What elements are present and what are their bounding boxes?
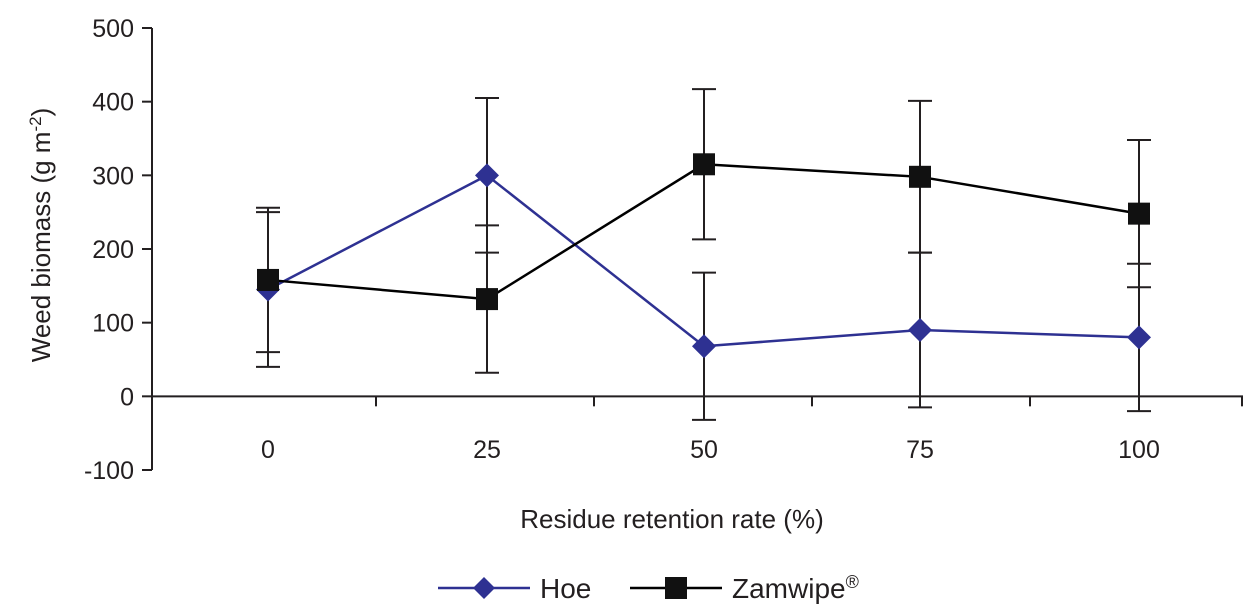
legend-marker-zamwipe xyxy=(665,577,687,599)
legend-label-zamwipe: Zamwipe® xyxy=(732,572,859,604)
y-tick-label: 100 xyxy=(92,310,134,338)
data-point-zamwipe xyxy=(476,288,498,311)
y-tick-label: -100 xyxy=(84,457,134,485)
series-markers xyxy=(256,153,1151,359)
x-tick-labels: 0 25 50 75 100 xyxy=(261,436,1160,464)
x-tick-label: 25 xyxy=(473,436,501,464)
x-axis-title: Residue retention rate (%) xyxy=(520,504,823,534)
x-tick-label: 50 xyxy=(690,436,718,464)
y-tick-label: 0 xyxy=(120,383,134,411)
y-tick-labels: -100 0 100 200 300 400 500 xyxy=(84,15,134,485)
axes xyxy=(142,27,1243,471)
data-point-zamwipe xyxy=(693,153,715,176)
legend: Hoe Zamwipe® xyxy=(438,572,859,604)
data-point-hoe xyxy=(908,318,932,343)
data-point-hoe xyxy=(1127,325,1151,350)
data-point-hoe xyxy=(475,163,499,188)
y-tick-label: 300 xyxy=(92,162,134,190)
data-point-hoe xyxy=(692,334,716,359)
x-tick-label: 0 xyxy=(261,436,275,464)
error-bars xyxy=(256,88,1151,421)
y-tick-label: 400 xyxy=(92,89,134,117)
y-tick-label: 500 xyxy=(92,15,134,43)
data-point-zamwipe xyxy=(257,268,279,291)
data-point-zamwipe xyxy=(1128,202,1150,225)
data-point-zamwipe xyxy=(909,165,931,188)
y-tick-label: 200 xyxy=(92,236,134,264)
legend-label-hoe: Hoe xyxy=(540,573,591,604)
y-axis-title: Weed biomass (g m-2) xyxy=(26,108,57,363)
x-tick-label: 100 xyxy=(1118,436,1160,464)
x-tick-label: 75 xyxy=(906,436,934,464)
legend-marker-hoe xyxy=(473,577,495,599)
